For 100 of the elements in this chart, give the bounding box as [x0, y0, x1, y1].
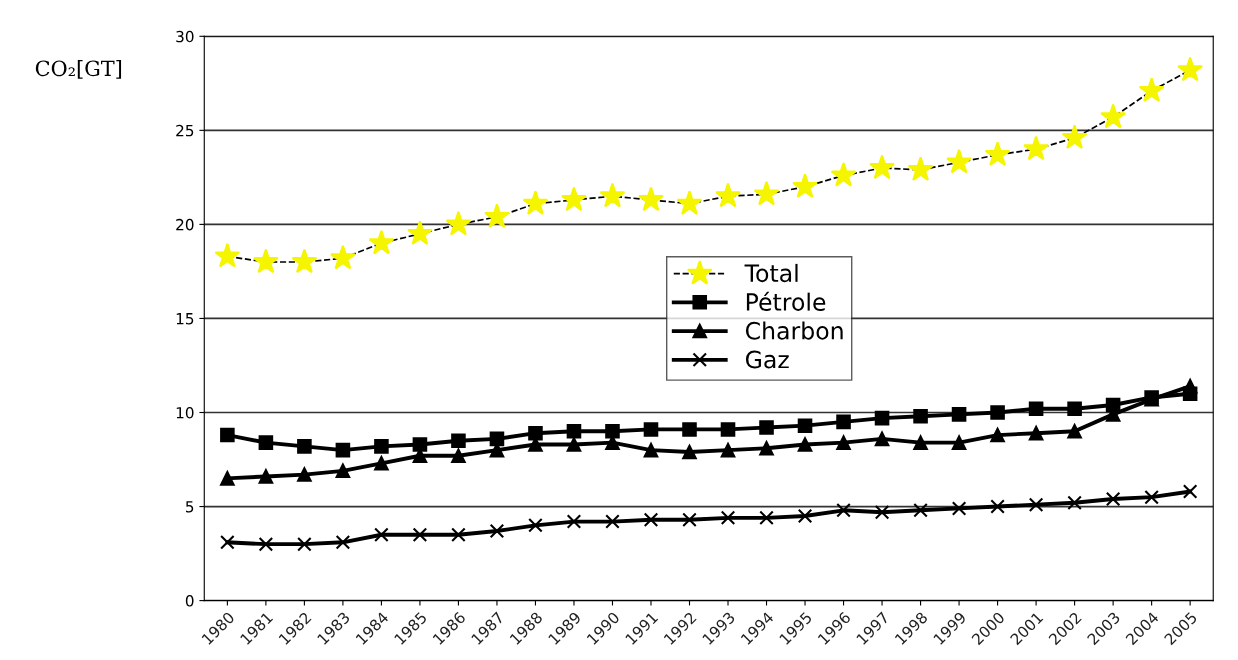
y-tick-label: 5 [186, 501, 194, 513]
point [907, 156, 934, 181]
point [715, 182, 741, 208]
point [297, 467, 312, 482]
point [528, 425, 543, 441]
point [258, 435, 274, 450]
point [836, 414, 851, 430]
point [951, 407, 967, 422]
legend-label: Charbon [745, 321, 843, 340]
point [1138, 77, 1165, 102]
point [836, 435, 851, 450]
point [1023, 135, 1050, 161]
point [1067, 401, 1082, 417]
point [522, 190, 549, 215]
point [951, 501, 967, 516]
point [412, 437, 428, 452]
point [869, 154, 895, 180]
y-tick-label: 0 [185, 595, 194, 607]
point [984, 141, 1011, 166]
point [528, 518, 543, 533]
point [759, 420, 774, 435]
point [335, 535, 351, 550]
y-tick-label: 10 [176, 406, 194, 419]
legend-label: Total [744, 263, 798, 283]
point [451, 527, 466, 543]
point [990, 405, 1005, 420]
point [374, 527, 389, 543]
point [874, 410, 890, 426]
point [1182, 484, 1198, 499]
point [1177, 56, 1204, 82]
point [797, 508, 813, 524]
point [258, 536, 274, 552]
point [1100, 103, 1127, 129]
point [297, 439, 312, 454]
point [1067, 495, 1082, 511]
point [643, 512, 659, 528]
point [252, 248, 279, 274]
point [836, 503, 851, 518]
point [605, 424, 620, 439]
point [638, 186, 664, 212]
point [329, 244, 356, 270]
y-tick-label: 20 [176, 218, 194, 231]
y-tick-label: 15 [176, 313, 194, 325]
y-tick-label: 25 [176, 124, 194, 137]
point [1105, 491, 1121, 507]
point [407, 220, 433, 245]
point [451, 448, 466, 464]
point [335, 463, 351, 479]
legend-label: Gaz [745, 350, 789, 369]
point [682, 422, 697, 437]
y-axis-title: CO₂[GT] [35, 60, 122, 79]
point [874, 504, 890, 520]
point [990, 499, 1005, 514]
point [220, 535, 235, 550]
point [753, 180, 780, 206]
point [946, 148, 972, 174]
point [1028, 425, 1044, 441]
point [913, 435, 928, 450]
point [297, 536, 312, 552]
point [830, 161, 857, 187]
point [566, 514, 582, 529]
point [1144, 489, 1159, 505]
y-tick-label: 30 [176, 30, 194, 43]
point [561, 186, 587, 212]
point [951, 435, 967, 450]
legend-label: Pétrole [746, 291, 826, 311]
point [720, 442, 736, 458]
point [566, 437, 582, 452]
point [258, 469, 274, 484]
point [374, 456, 389, 471]
point [874, 431, 890, 447]
point [1067, 424, 1082, 439]
point [913, 408, 928, 424]
point [599, 182, 626, 208]
point [605, 514, 620, 529]
point [682, 512, 697, 528]
point [720, 510, 736, 526]
point [1182, 378, 1198, 394]
point [643, 422, 659, 437]
point [335, 442, 351, 458]
point [1061, 124, 1088, 150]
point [291, 248, 318, 274]
point [792, 173, 818, 198]
point [374, 439, 389, 454]
point [566, 424, 582, 439]
point [484, 203, 510, 229]
point [759, 510, 774, 526]
point [451, 433, 466, 449]
point [489, 523, 505, 539]
point [682, 444, 697, 460]
point [220, 471, 235, 486]
point [797, 437, 813, 452]
point [1028, 401, 1044, 417]
point [797, 418, 813, 433]
point [759, 440, 774, 456]
point [720, 422, 736, 437]
point [990, 427, 1005, 443]
point [220, 427, 235, 443]
point [913, 503, 928, 518]
point [1028, 497, 1044, 512]
